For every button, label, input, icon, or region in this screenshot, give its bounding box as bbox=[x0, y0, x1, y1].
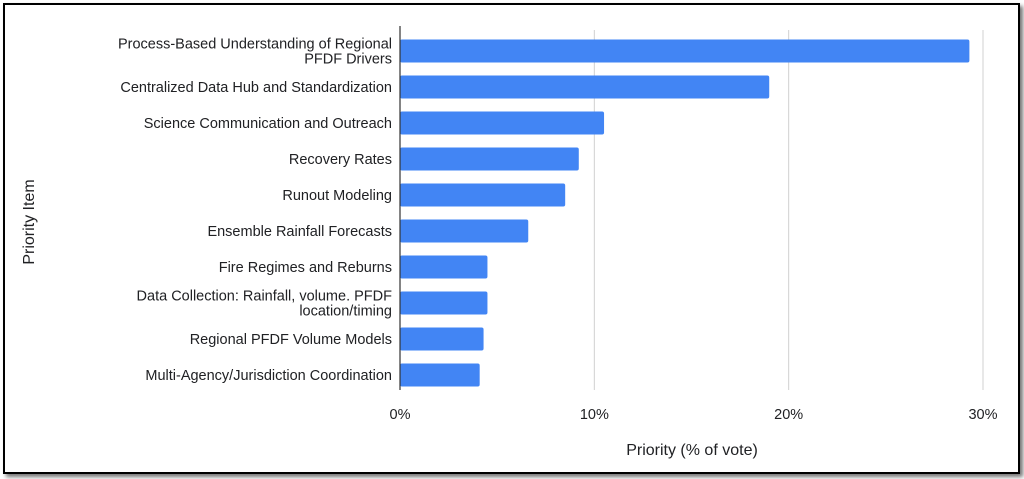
x-tick-label-2: 20% bbox=[774, 407, 803, 423]
category-label-9-line-0: Multi-Agency/Jurisdiction Coordination bbox=[145, 368, 392, 384]
category-label-8-line-0: Regional PFDF Volume Models bbox=[190, 332, 392, 348]
bar-7 bbox=[400, 291, 488, 315]
x-tick-label-1: 10% bbox=[580, 407, 609, 423]
bar-0 bbox=[400, 39, 970, 63]
category-label-6-line-0: Fire Regimes and Reburns bbox=[219, 260, 392, 276]
bar-3 bbox=[400, 147, 579, 171]
bar-8 bbox=[400, 327, 484, 351]
y-axis-title: Priority Item bbox=[21, 179, 38, 264]
category-label-7-line-0: Data Collection: Rainfall, volume. PFDF bbox=[137, 289, 393, 305]
category-label-3-line-0: Recovery Rates bbox=[289, 152, 392, 168]
category-label-1-line-0: Centralized Data Hub and Standardization bbox=[120, 80, 392, 96]
x-tick-labels: 0% 10% 20% 30% bbox=[390, 407, 998, 423]
bar-1 bbox=[400, 75, 770, 99]
category-label-0-line-0: Process-Based Understanding of Regional bbox=[118, 37, 392, 53]
x-tick-label-0: 0% bbox=[390, 407, 411, 423]
bar-6 bbox=[400, 255, 488, 279]
bar-4 bbox=[400, 183, 566, 207]
category-label-5-line-0: Ensemble Rainfall Forecasts bbox=[207, 224, 392, 240]
x-axis-title: Priority (% of vote) bbox=[626, 442, 758, 459]
bars bbox=[400, 39, 970, 387]
category-labels: Process-Based Understanding of RegionalP… bbox=[118, 37, 392, 385]
bar-9 bbox=[400, 363, 480, 387]
category-label-2-line-0: Science Communication and Outreach bbox=[144, 116, 392, 132]
category-label-4-line-0: Runout Modeling bbox=[282, 188, 392, 204]
x-tick-label-3: 30% bbox=[968, 407, 997, 423]
bar-2 bbox=[400, 111, 605, 135]
category-label-0-line-1: PFDF Drivers bbox=[304, 52, 392, 68]
category-label-7-line-1: location/timing bbox=[299, 304, 392, 320]
bar-5 bbox=[400, 219, 529, 243]
